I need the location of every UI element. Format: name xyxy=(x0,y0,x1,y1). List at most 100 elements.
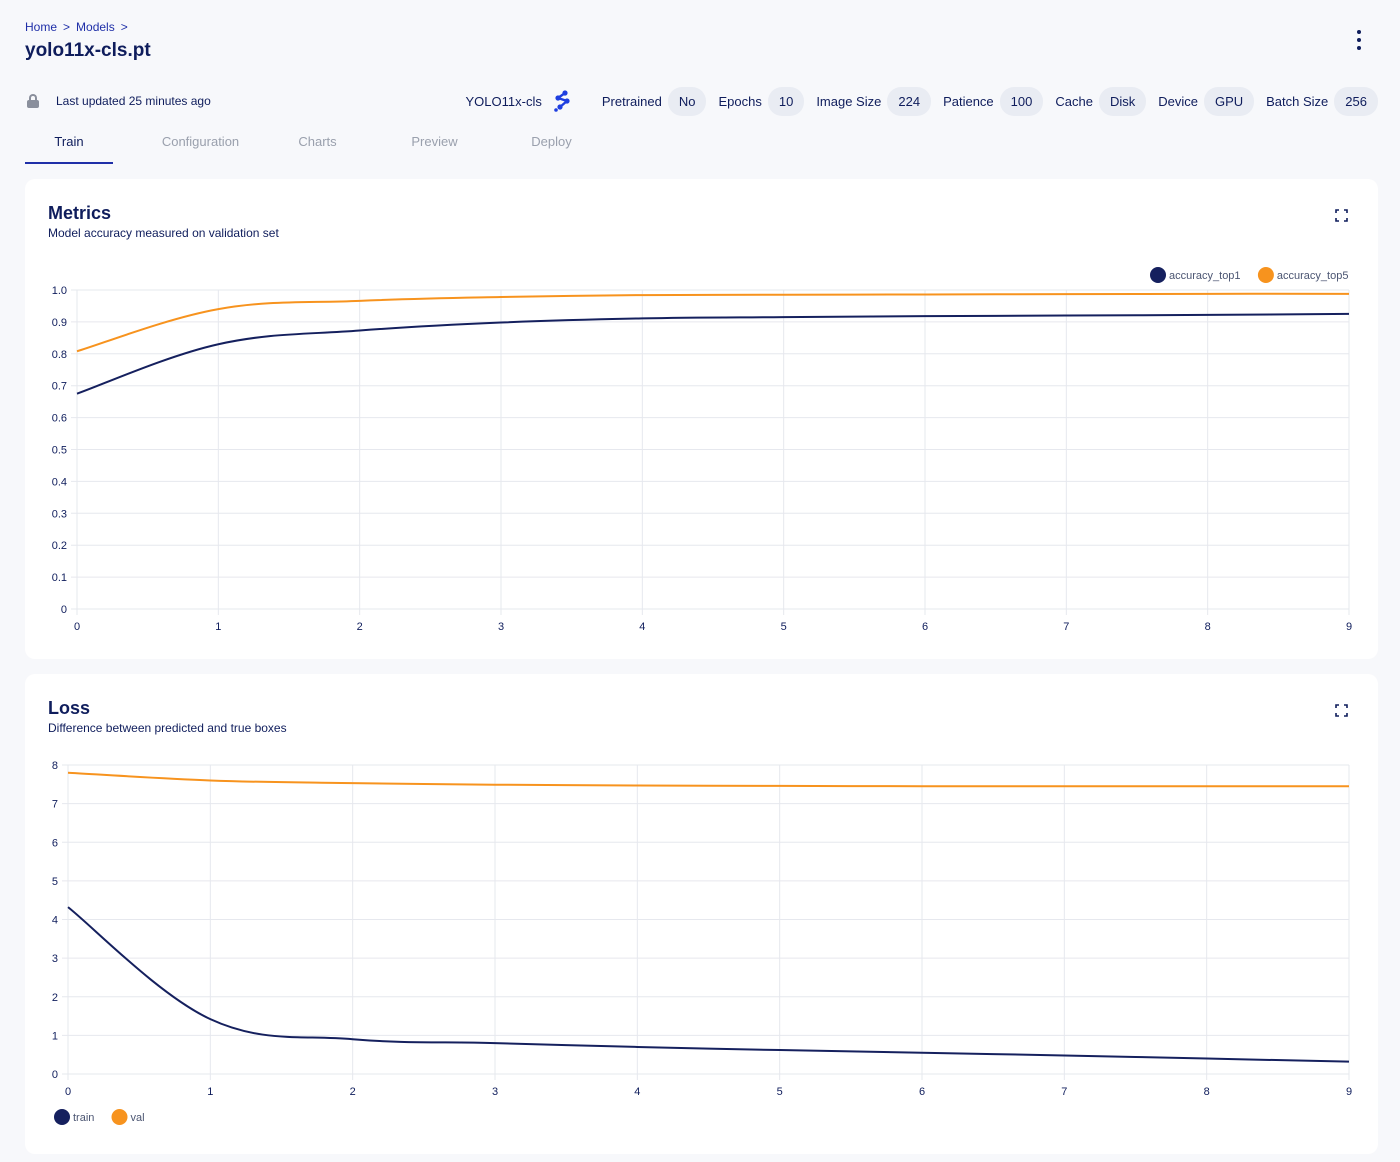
y-tick-label: 0.8 xyxy=(52,349,67,361)
tab-deploy[interactable]: Deploy xyxy=(531,134,572,149)
model-name: YOLO11x-cls xyxy=(465,93,542,109)
y-tick-label: 0.1 xyxy=(52,572,67,584)
x-tick-label: 9 xyxy=(1346,621,1352,633)
loss-card: Loss Difference between predicted and tr… xyxy=(25,674,1378,1154)
tab-preview[interactable]: Preview xyxy=(411,134,458,149)
tab-charts[interactable]: Charts xyxy=(298,134,337,149)
lock-icon xyxy=(27,94,39,108)
y-tick-label: 0.4 xyxy=(52,476,67,488)
metrics-title: Metrics xyxy=(48,203,112,223)
breadcrumb-separator: > xyxy=(120,20,128,34)
param-patience: Patience 100 xyxy=(943,86,1044,116)
x-tick-label: 1 xyxy=(215,621,221,633)
y-tick-label: 5 xyxy=(52,876,58,888)
expand-icon[interactable] xyxy=(1335,209,1348,222)
x-tick-label: 2 xyxy=(350,1086,356,1098)
param-value: Disk xyxy=(1098,86,1147,116)
param-label: Batch Size xyxy=(1266,93,1329,109)
param-value: GPU xyxy=(1203,86,1255,116)
series-line-val xyxy=(67,771,1349,788)
param-value: 10 xyxy=(767,86,805,116)
y-tick-label: 0 xyxy=(52,1069,58,1081)
expand-icon[interactable] xyxy=(1335,704,1348,717)
legend-label: accuracy_top1 xyxy=(1169,270,1241,282)
breadcrumb: Home > Models > xyxy=(25,20,1375,34)
param-value: 100 xyxy=(999,86,1044,116)
y-tick-label: 8 xyxy=(52,760,58,772)
param-label: Patience xyxy=(943,93,994,109)
model-info-row: Last updated 25 minutes ago YOLO11x-cls … xyxy=(25,86,1378,116)
param-image-size: Image Size 224 xyxy=(816,86,932,116)
series-line-accuracy-top5 xyxy=(76,292,1350,353)
last-updated-text: Last updated 25 minutes ago xyxy=(56,94,211,108)
x-tick-label: 5 xyxy=(777,1086,783,1098)
y-tick-label: 0 xyxy=(61,604,67,616)
x-tick-label: 7 xyxy=(1063,621,1069,633)
y-tick-label: 0.6 xyxy=(52,413,67,425)
y-tick-label: 3 xyxy=(52,953,58,965)
x-tick-label: 8 xyxy=(1205,621,1211,633)
param-label: Device xyxy=(1158,93,1198,109)
param-batch-size: Batch Size 256 xyxy=(1266,86,1378,116)
y-tick-label: 0.9 xyxy=(52,317,67,329)
x-tick-label: 8 xyxy=(1204,1086,1210,1098)
series-line-train xyxy=(67,906,1350,1063)
param-value: 224 xyxy=(887,86,932,116)
param-device: Device GPU xyxy=(1158,86,1255,116)
page-title: yolo11x-cls.pt xyxy=(25,40,151,61)
metrics-card: Metrics Model accuracy measured on valid… xyxy=(25,179,1378,659)
breadcrumb-home[interactable]: Home xyxy=(25,20,58,34)
y-tick-label: 4 xyxy=(52,915,58,927)
param-label: Pretrained xyxy=(601,93,662,109)
metrics-chart: 0 0.1 0.2 0.3 0.4 0.5 0.6 0.7 0.8 0.9 1.0 0 1 2 3 4 5 6 7 8… xyxy=(52,267,1352,633)
x-tick-label: 6 xyxy=(919,1086,925,1098)
metrics-subtitle: Model accuracy measured on validation se… xyxy=(48,226,279,240)
param-epochs: Epochs 10 xyxy=(718,86,805,116)
y-tick-label: 1.0 xyxy=(52,285,67,297)
legend-marker xyxy=(1257,267,1274,283)
x-tick-label: 3 xyxy=(498,621,504,633)
breadcrumb-models[interactable]: Models xyxy=(76,20,115,34)
more-options-icon[interactable] xyxy=(1351,30,1367,50)
param-cache: Cache Disk xyxy=(1055,86,1147,116)
param-label: Image Size xyxy=(816,93,882,109)
y-tick-label: 0.3 xyxy=(52,508,67,520)
param-value: No xyxy=(667,86,707,116)
x-tick-label: 0 xyxy=(65,1086,71,1098)
y-tick-label: 1 xyxy=(52,1030,58,1042)
param-label: Cache xyxy=(1055,93,1093,109)
x-tick-label: 3 xyxy=(492,1086,498,1098)
y-tick-label: 0.5 xyxy=(52,445,67,457)
loss-chart: 0 1 2 3 4 5 6 7 8 0 1 2 3 4 5 6 7 8 9 train val xyxy=(52,760,1352,1125)
tab-train[interactable]: Train xyxy=(25,126,113,164)
legend-marker xyxy=(54,1109,70,1125)
x-tick-label: 1 xyxy=(207,1086,213,1098)
breadcrumb-separator: > xyxy=(63,20,71,34)
y-tick-label: 7 xyxy=(52,799,58,811)
tab-configuration[interactable]: Configuration xyxy=(161,134,240,149)
legend-label: val xyxy=(131,1112,145,1124)
loss-title: Loss xyxy=(48,698,91,718)
param-value: 256 xyxy=(1334,86,1378,116)
y-tick-label: 2 xyxy=(52,992,58,1004)
y-tick-label: 6 xyxy=(52,837,58,849)
param-pretrained: Pretrained No xyxy=(601,86,707,116)
x-tick-label: 4 xyxy=(639,621,645,633)
y-tick-label: 0.7 xyxy=(52,381,67,393)
tab-bar: Train Configuration Charts Preview Deplo… xyxy=(25,126,610,164)
x-tick-label: 7 xyxy=(1061,1086,1067,1098)
x-tick-label: 6 xyxy=(922,621,928,633)
legend-marker xyxy=(111,1109,128,1125)
y-tick-label: 0.2 xyxy=(52,540,67,552)
series-line-accuracy-top1 xyxy=(76,312,1350,395)
x-tick-label: 0 xyxy=(74,621,80,633)
legend-label: accuracy_top5 xyxy=(1277,270,1349,282)
legend-marker xyxy=(1150,267,1166,283)
x-tick-label: 4 xyxy=(634,1086,640,1098)
model-logo-icon xyxy=(554,90,570,112)
page-header: Home > Models > yolo11x-cls.pt xyxy=(25,20,1375,90)
param-label: Epochs xyxy=(718,93,762,109)
x-tick-label: 5 xyxy=(781,621,787,633)
loss-subtitle: Difference between predicted and true bo… xyxy=(48,721,287,735)
x-tick-label: 2 xyxy=(357,621,363,633)
